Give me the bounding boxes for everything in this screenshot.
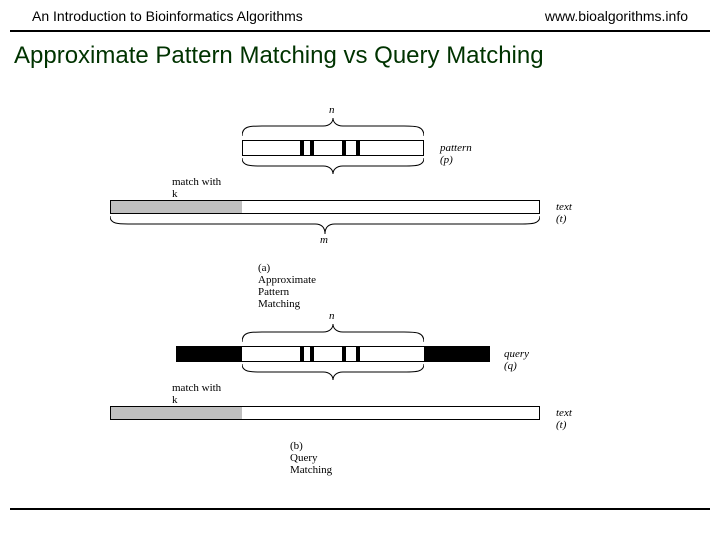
tick-a-1 — [300, 141, 304, 155]
brace-n-a — [242, 118, 424, 136]
tick-a-4 — [356, 141, 360, 155]
tick-b-2 — [310, 347, 314, 361]
brace-n-b — [242, 324, 424, 342]
text-gray-b — [110, 406, 242, 420]
query-black-right — [424, 346, 490, 362]
caption-a: (a) Approximate Pattern Matching — [258, 262, 316, 310]
n-label-b: n — [329, 310, 335, 322]
rule-top — [10, 30, 710, 32]
caption-b: (b) Query Matching — [290, 440, 332, 476]
slide-title: Approximate Pattern Matching vs Query Ma… — [14, 42, 544, 70]
text-label-b: text (t) — [556, 407, 572, 431]
brace-m-a — [110, 216, 540, 234]
query-label-b: query (q) — [504, 348, 529, 372]
brace-match-b — [242, 364, 424, 380]
text-label-a: text (t) — [556, 201, 572, 225]
rule-bottom — [10, 508, 710, 510]
tick-a-2 — [310, 141, 314, 155]
header-left: An Introduction to Bioinformatics Algori… — [32, 8, 303, 24]
m-label-a: m — [320, 234, 328, 246]
tick-b-4 — [356, 347, 360, 361]
slide: An Introduction to Bioinformatics Algori… — [0, 0, 720, 540]
pattern-box-a — [242, 140, 424, 156]
tick-a-3 — [342, 141, 346, 155]
n-label-a: n — [329, 104, 335, 116]
slide-header: An Introduction to Bioinformatics Algori… — [32, 8, 688, 24]
brace-match-a — [242, 158, 424, 174]
text-gray-a — [110, 200, 242, 214]
pattern-label-a: pattern (p) — [440, 142, 472, 166]
header-right: www.bioalgorithms.info — [545, 8, 688, 24]
query-black-left — [176, 346, 242, 362]
tick-b-1 — [300, 347, 304, 361]
tick-b-3 — [342, 347, 346, 361]
